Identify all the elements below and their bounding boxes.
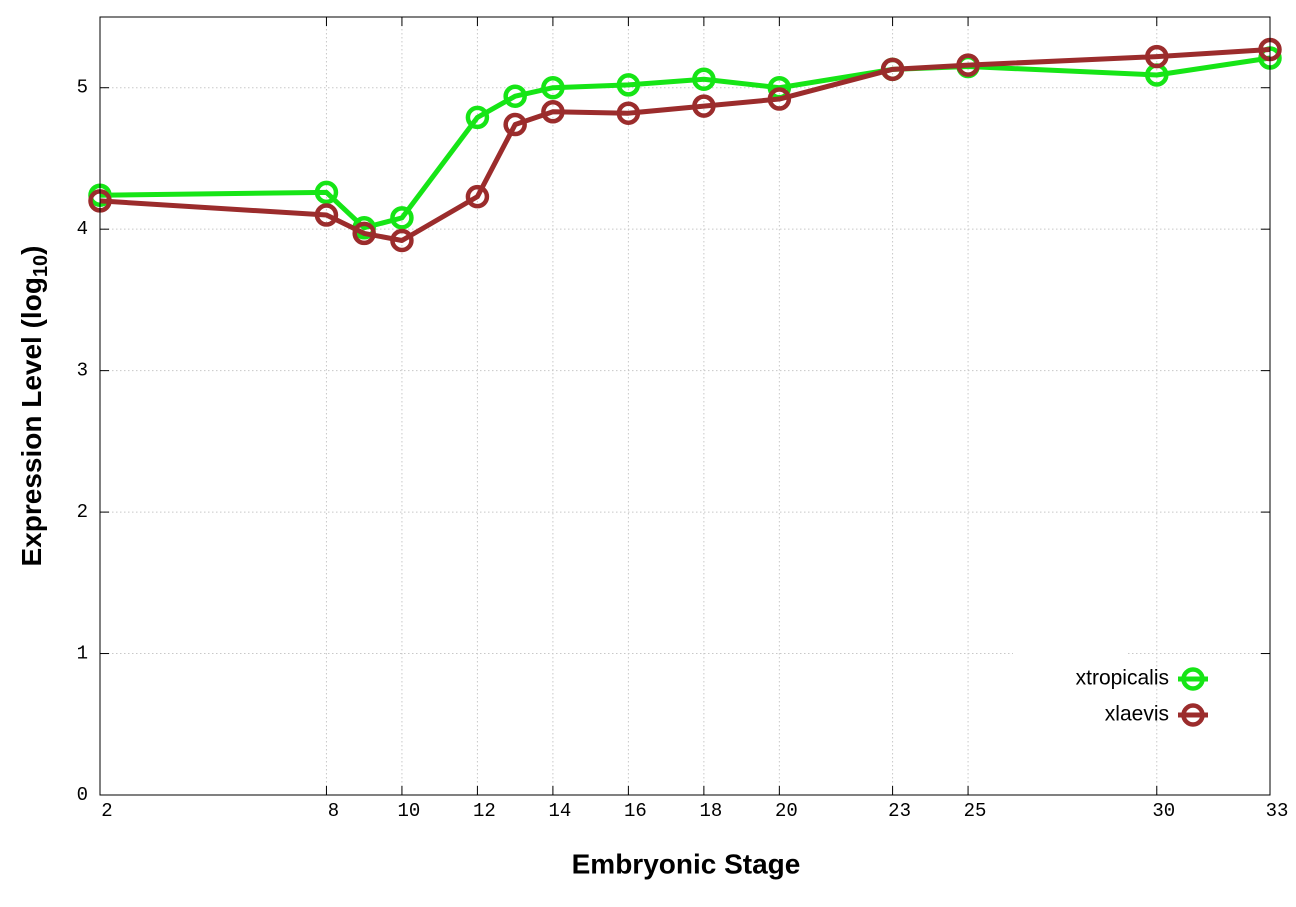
point [314,203,339,227]
series-line [99,47,1271,243]
x-tick-label: 8 [328,800,339,822]
point [390,228,414,253]
legend-marker [1181,667,1205,691]
x-tick-label: 25 [964,800,987,822]
y-tick-label: 3 [77,360,88,382]
x-tick-label: 2 [101,800,112,822]
x-axis-title: Embryonic Stage [572,848,801,879]
x-tick-label: 10 [398,800,421,822]
y-axis-title-main: Expression Level (log [16,277,47,566]
x-tick-label: 30 [1152,800,1175,822]
point [880,57,905,82]
y-tick-label: 5 [77,77,88,99]
x-tick-label: 20 [775,800,798,822]
point [616,73,641,97]
point [541,100,565,124]
point [503,84,527,108]
plot [88,37,1282,253]
point [390,206,414,230]
x-tick-label: 18 [699,800,722,822]
point [956,53,980,77]
x-tick-label: 12 [473,800,496,822]
y-axis-title-end: ) [16,246,47,255]
point [541,75,565,100]
legend-marker [1181,703,1205,727]
x-tick-label: 14 [548,800,571,822]
point [1145,44,1169,69]
y-axis-title-sub: 10 [30,255,52,277]
legend-label: xtropicalis [1076,667,1169,690]
x-tick-label: 33 [1266,800,1289,822]
point [692,94,716,118]
y-tick-label: 2 [77,501,88,523]
series-line [99,55,1271,231]
point [616,101,641,125]
x-tick-label: 23 [888,800,911,822]
y-tick-label: 0 [77,784,88,806]
point [503,112,527,137]
x-tick-label: 16 [624,800,647,822]
y-tick-label: 4 [77,218,88,240]
point [352,221,376,246]
y-axis-title: Expression Level (log10) [16,246,52,567]
plot-frame [99,16,1271,796]
point [465,184,490,209]
grid [99,17,1271,796]
point [465,105,490,130]
y-tick-label: 1 [77,643,88,665]
point [767,87,792,111]
point [692,67,716,91]
point [314,180,339,205]
legend-label: xlaevis [1105,703,1169,726]
legend-box [1013,634,1126,766]
